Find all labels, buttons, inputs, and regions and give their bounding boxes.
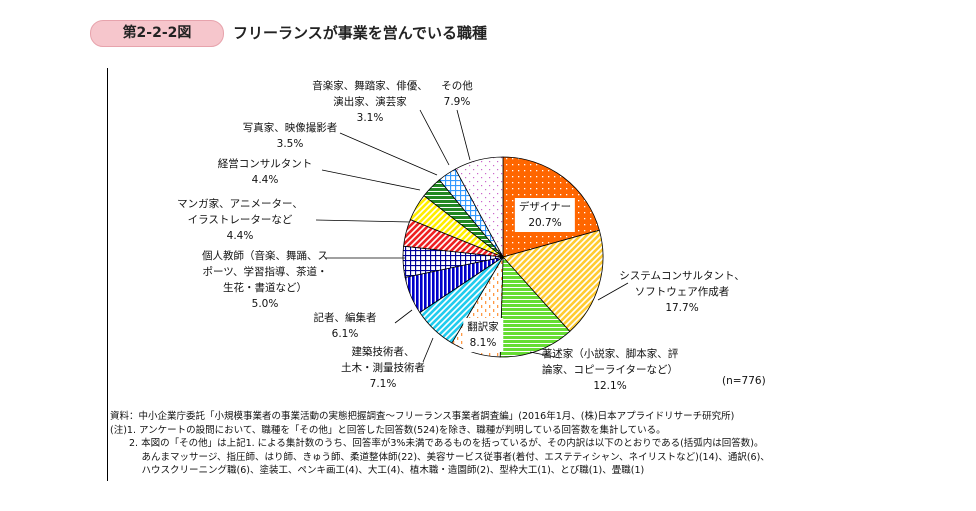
leader-line xyxy=(321,169,421,191)
slice-label-value: 5.0% xyxy=(251,298,279,310)
slice-label-value: 3.1% xyxy=(356,112,384,124)
slice-label: デザイナー 20.7% xyxy=(514,198,576,232)
slice-label: 経営コンサルタント 4.4% xyxy=(218,156,313,188)
pie-slice xyxy=(502,229,604,332)
leader-line xyxy=(339,132,438,176)
slice-label-value: 17.7% xyxy=(665,302,699,314)
figure-number: 第2-2-2図 xyxy=(90,20,224,47)
slice-label-value: 8.1% xyxy=(469,337,497,349)
slice-label-name: 経営コンサルタント xyxy=(217,158,313,170)
slice-label-name: 翻訳家 xyxy=(467,321,499,333)
chart-title: フリーランスが事業を営んでいる職種 xyxy=(233,24,487,42)
slice-label-name: 演出家、演芸家 xyxy=(333,96,407,108)
leader-line xyxy=(315,219,411,223)
slice-label-name: 生花・書道など） xyxy=(223,282,307,294)
slice-label-value: 4.4% xyxy=(251,174,279,186)
slice-label: 写真家、映像撮影者 3.5% xyxy=(243,120,338,152)
slice-label-value: 7.1% xyxy=(369,378,397,390)
slice-label-name: ポーツ、学習指導、茶道・ xyxy=(202,266,328,278)
note-1: (注)1. アンケートの設問において、職種を「その他」と回答した回答数(524)… xyxy=(110,424,666,436)
slice-label-value: 4.4% xyxy=(226,230,254,242)
leader-line xyxy=(419,109,450,166)
note-2-detail-a: あんまマッサージ、指圧師、はり師、きゅう師、柔道整体師(22)、美容サービス従事… xyxy=(110,451,770,463)
slice-label: 音楽家、舞踏家、俳優、 演出家、演芸家 3.1% xyxy=(312,78,428,126)
slice-label: システムコンサルタント、 ソフトウェア作成者 17.7% xyxy=(619,268,744,316)
left-rule xyxy=(107,68,108,481)
slice-label-name: マンガ家、アニメーター、 xyxy=(177,198,303,210)
slice-label: 翻訳家 8.1% xyxy=(463,318,503,352)
slice-label: その他 7.9% xyxy=(441,78,473,110)
slice-label-value: 6.1% xyxy=(331,328,359,340)
slice-label: 著述家（小説家、脚本家、評 論家、コピーライターなど） 12.1% xyxy=(542,346,679,394)
slice-label-name: 著述家（小説家、脚本家、評 xyxy=(541,348,679,360)
slice-label-value: 3.5% xyxy=(276,138,304,150)
slice-label-name: 土木・測量技術者 xyxy=(341,362,425,374)
slice-label-value: 7.9% xyxy=(443,96,471,108)
slice-label: 建築技術者、 土木・測量技術者 7.1% xyxy=(341,344,425,392)
note-2-detail-b: ハウスクリーニング職(6)、塗装工、ペンキ画工(4)、大工(4)、植木職・造園師… xyxy=(110,465,645,477)
slice-label: マンガ家、アニメーター、 イラストレーターなど 4.4% xyxy=(177,196,303,244)
slice-label-name: 写真家、映像撮影者 xyxy=(242,122,338,134)
note-source: 資料：中小企業庁委託「小規模事業者の事業活動の実態把握調査～フリーランス事業者調… xyxy=(110,411,735,422)
slice-label-name: その他 xyxy=(441,80,473,92)
slice-label-value: 12.1% xyxy=(593,380,627,392)
leader-line xyxy=(394,309,413,324)
pie-slice xyxy=(499,255,571,358)
slice-label-name: 個人教師（音楽、舞踊、ス xyxy=(202,250,328,262)
slice-label-name: イラストレーターなど xyxy=(187,214,293,226)
slice-label-name: システムコンサルタント、 xyxy=(619,270,745,282)
slice-label: 記者、編集者 6.1% xyxy=(314,310,377,342)
slice-label-name: 記者、編集者 xyxy=(313,312,377,324)
leader-line xyxy=(597,282,629,301)
leader-line xyxy=(456,109,471,161)
leader-line xyxy=(529,351,561,359)
slice-label-name: 音楽家、舞踏家、俳優、 xyxy=(312,80,428,92)
notes: 資料：中小企業庁委託「小規模事業者の事業活動の実態把握調査～フリーランス事業者調… xyxy=(110,410,770,478)
slice-label: 個人教師（音楽、舞踊、ス ポーツ、学習指導、茶道・ 生花・書道など） 5.0% xyxy=(202,248,328,312)
sample-size: (n=776) xyxy=(722,375,766,387)
slice-label-name: デザイナー xyxy=(518,201,572,213)
slice-label-name: 論家、コピーライターなど） xyxy=(541,364,679,376)
slice-label-value: 20.7% xyxy=(528,217,562,229)
note-2: 2. 本図の「その他」は上記1. による集計数のうち、回答率が3%未満であるもの… xyxy=(110,438,764,450)
leader-line xyxy=(422,337,434,363)
pie-slice xyxy=(454,156,504,258)
slice-label-name: 建築技術者、 xyxy=(351,346,415,358)
slice-label-name: ソフトウェア作成者 xyxy=(634,286,730,298)
